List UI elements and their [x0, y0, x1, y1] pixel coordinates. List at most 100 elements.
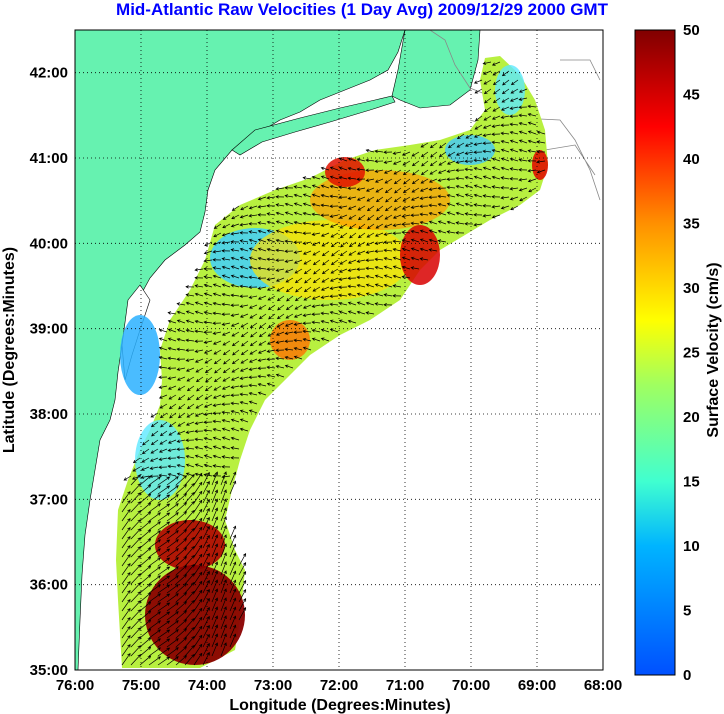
velocity-arrow	[455, 193, 465, 198]
velocity-arrow	[320, 303, 330, 307]
x-tick-label: 75:00	[122, 677, 160, 694]
velocity-arrow	[383, 265, 393, 270]
velocity-arrow	[356, 275, 366, 280]
velocity-arrow	[130, 654, 142, 666]
velocity-arrow	[184, 653, 195, 666]
velocity-arrow	[185, 421, 195, 426]
velocity-arrow	[446, 185, 456, 190]
velocity-arrow	[157, 593, 171, 603]
velocity-arrow	[157, 521, 171, 531]
velocity-arrow	[248, 295, 258, 299]
velocity-arrow	[482, 166, 492, 171]
velocity-arrow	[266, 212, 276, 216]
velocity-arrow	[518, 88, 528, 93]
velocity-arrow	[157, 476, 171, 486]
velocity-arrows	[121, 61, 546, 666]
colorbar-tick-label: 45	[683, 87, 700, 104]
velocity-arrow	[222, 376, 231, 382]
velocity-arrow	[167, 376, 177, 380]
velocity-arrow	[230, 376, 240, 381]
velocity-arrow	[375, 223, 384, 229]
velocity-arrow	[203, 267, 213, 271]
velocity-arrow	[392, 160, 402, 165]
velocity-arrow	[238, 553, 247, 567]
velocity-arrow	[229, 480, 237, 495]
velocity-arrow	[275, 340, 285, 344]
velocity-arrow	[193, 607, 203, 621]
velocity-arrow	[175, 502, 188, 513]
velocity-arrow	[187, 394, 195, 401]
velocity-arrow	[130, 618, 142, 630]
velocity-arrow	[212, 258, 222, 262]
velocity-arrow	[202, 471, 210, 486]
velocity-arrow	[193, 643, 203, 657]
velocity-arrow	[132, 466, 141, 472]
velocity-arrow	[411, 151, 420, 157]
velocity-arrow	[185, 358, 195, 362]
velocity-arrow	[229, 579, 237, 594]
velocity-arrow	[347, 157, 357, 162]
velocity-arrow	[176, 367, 186, 371]
velocity-arrow	[393, 178, 402, 185]
velocity-arrow	[157, 530, 171, 540]
velocity-arrow	[211, 561, 219, 576]
velocity-arrow	[266, 286, 276, 291]
velocity-arrow	[374, 265, 384, 270]
velocity-arrow	[167, 366, 177, 370]
velocity-arrow	[501, 70, 510, 77]
velocity-arrow	[402, 187, 411, 194]
velocity-arrow	[383, 283, 393, 288]
velocity-arrow	[428, 178, 438, 183]
velocity-arrow	[320, 203, 330, 208]
velocity-arrow	[527, 130, 537, 135]
velocity-arrow	[203, 349, 213, 354]
velocity-arrow	[176, 447, 186, 451]
velocity-arrow	[276, 313, 285, 320]
velocity-arrow	[139, 538, 152, 549]
colorbar-tick-label: 5	[683, 603, 691, 620]
velocity-arrow	[464, 159, 474, 163]
colorbar-tick-label: 10	[683, 538, 700, 555]
velocity-arrow	[193, 535, 203, 549]
velocity-arrow	[202, 498, 210, 513]
velocity-arrow	[121, 634, 131, 648]
velocity-arrow	[356, 283, 366, 288]
velocity-arrow	[329, 204, 339, 208]
velocity-arrow	[193, 481, 203, 495]
velocity-arrow	[175, 529, 188, 540]
velocity-arrow	[176, 376, 186, 381]
velocity-arrow	[527, 104, 537, 109]
velocity-arrow	[275, 238, 285, 243]
velocity-arrow	[455, 176, 465, 181]
velocity-arrow	[276, 295, 285, 302]
velocity-arrow	[401, 247, 411, 252]
velocity-arrow	[474, 115, 483, 122]
velocity-arrow	[410, 213, 420, 217]
velocity-arrow	[157, 512, 171, 522]
velocity-arrow	[312, 259, 321, 266]
velocity-arrow	[194, 429, 204, 433]
velocity-arrow	[220, 597, 227, 612]
velocity-arrow	[175, 538, 188, 549]
velocity-arrow	[203, 275, 213, 279]
velocity-arrow	[194, 276, 204, 280]
velocity-arrow	[193, 544, 203, 558]
velocity-arrow	[221, 394, 231, 398]
velocity-arrow	[220, 624, 227, 639]
velocity-arrow	[410, 256, 420, 261]
velocity-arrow	[229, 624, 237, 639]
y-axis: 35:00 36:00 37:00 38:00 39:00 40:00 41:00 42:00	[30, 65, 68, 679]
velocity-arrow	[509, 130, 519, 135]
velocity-arrow	[447, 142, 456, 149]
y-tick-label: 37:00	[30, 491, 68, 508]
velocity-arrow	[266, 257, 276, 262]
velocity-arrow	[220, 489, 227, 504]
velocity-arrow	[455, 221, 465, 225]
velocity-arrow	[221, 402, 231, 406]
velocity-arrow	[202, 480, 210, 495]
velocity-arrow	[212, 274, 222, 279]
velocity-arrow	[536, 130, 546, 135]
velocity-arrow	[193, 526, 203, 540]
velocity-arrow	[212, 436, 222, 441]
velocity-arrow	[211, 471, 219, 486]
